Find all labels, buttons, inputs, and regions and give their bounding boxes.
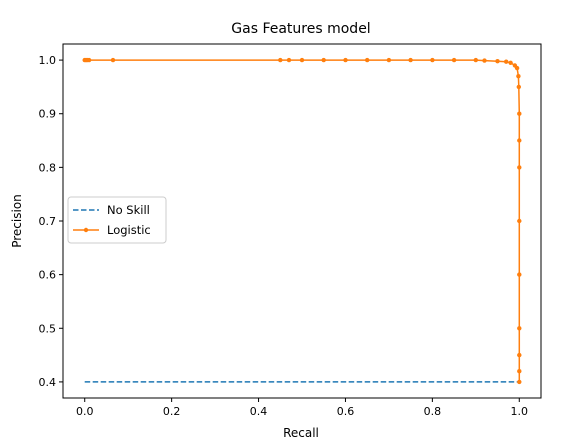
y-tick-label: 0.8 — [39, 161, 57, 174]
data-point — [430, 57, 435, 63]
data-point — [516, 74, 521, 79]
data-point — [365, 57, 370, 63]
y-tick-label: 1.0 — [39, 54, 57, 67]
data-point — [110, 57, 116, 63]
data-point — [517, 352, 522, 358]
x-tick-label: 0.8 — [424, 405, 442, 418]
x-tick-label: 0.0 — [76, 405, 94, 418]
legend-label: Logistic — [107, 223, 151, 237]
data-point — [517, 111, 522, 116]
data-point — [517, 138, 522, 143]
data-point — [495, 59, 500, 64]
legend-box — [67, 196, 167, 244]
data-point — [278, 57, 283, 63]
data-point — [504, 59, 509, 64]
x-tick-label: 0.6 — [337, 405, 355, 418]
data-point — [473, 57, 478, 63]
data-point — [86, 57, 92, 63]
data-point — [517, 218, 522, 224]
data-point — [517, 379, 522, 385]
y-tick-label: 0.9 — [39, 108, 57, 121]
y-tick-label: 0.6 — [39, 269, 57, 282]
x-tick-label: 0.2 — [163, 405, 181, 418]
x-tick-label: 0.4 — [250, 405, 268, 418]
data-point — [482, 58, 487, 63]
y-tick-label: 0.7 — [39, 215, 57, 228]
data-point — [299, 57, 305, 63]
data-point — [517, 165, 522, 170]
y-tick-label: 0.4 — [39, 376, 57, 389]
x-axis-label: Recall — [283, 426, 319, 440]
data-point — [451, 57, 457, 63]
chart-title: Gas Features model — [231, 21, 370, 37]
data-point — [514, 65, 520, 71]
data-point — [516, 84, 521, 90]
data-point — [508, 60, 513, 65]
data-point — [517, 326, 522, 331]
legend-label: No Skill — [107, 203, 150, 217]
data-point — [321, 57, 326, 63]
legend: No Skill Logistic — [67, 196, 167, 244]
data-point — [517, 272, 522, 277]
legend-swatch-marker — [83, 227, 89, 233]
data-point — [517, 369, 522, 374]
data-point — [386, 57, 392, 63]
data-point — [286, 57, 292, 63]
data-point — [343, 57, 348, 63]
x-tick-label: 1.0 — [511, 405, 529, 418]
y-tick-label: 0.5 — [39, 322, 57, 335]
data-point — [408, 57, 413, 63]
y-axis-label: Precision — [10, 194, 24, 248]
